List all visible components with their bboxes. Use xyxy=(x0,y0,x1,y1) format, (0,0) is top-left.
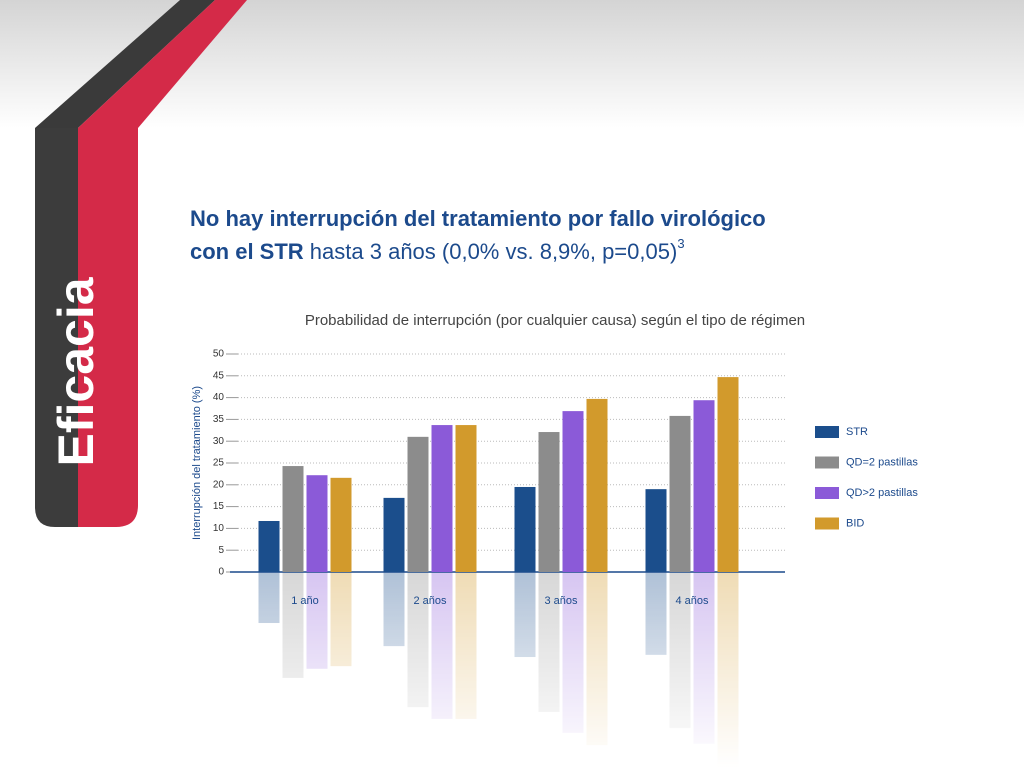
x-tick-label: 4 años xyxy=(675,595,709,607)
bar-reflection xyxy=(717,572,739,767)
y-tick-label: 35 xyxy=(213,414,225,425)
bar xyxy=(514,486,536,572)
bar xyxy=(383,497,405,572)
bar-reflection xyxy=(306,572,328,669)
bar-reflection xyxy=(258,572,280,624)
bar-reflection xyxy=(282,572,304,678)
y-tick-label: 0 xyxy=(218,567,224,578)
bar xyxy=(693,400,715,572)
x-tick-label: 2 años xyxy=(413,595,447,607)
y-tick-label: 45 xyxy=(213,370,225,381)
y-axis-label: Interrupción del tratamiento (%) xyxy=(191,386,203,540)
legend-swatch xyxy=(815,426,839,438)
ribbon-dark xyxy=(35,0,215,128)
bar xyxy=(717,377,739,572)
tab-dark xyxy=(35,128,78,527)
ribbon-red xyxy=(78,0,247,128)
bar-reflection xyxy=(455,572,477,719)
bar-reflection xyxy=(431,572,453,719)
legend-swatch xyxy=(815,517,839,530)
bar xyxy=(586,398,608,572)
headline-rest: hasta 3 años (0,0% vs. 8,9%, p=0,05) xyxy=(304,239,678,264)
headline: No hay interrupción del tratamiento por … xyxy=(190,206,766,231)
legend-label: QD>2 pastillas xyxy=(846,487,918,499)
bar-reflection xyxy=(407,572,429,708)
bar xyxy=(407,436,429,572)
bar xyxy=(306,475,328,572)
x-tick-label: 1 año xyxy=(291,595,319,607)
bar-reflection xyxy=(645,572,667,655)
bar-reflection xyxy=(586,572,608,746)
bar-reflection xyxy=(330,572,352,667)
headline-bold: con el STR xyxy=(190,239,304,264)
bar xyxy=(669,415,691,572)
legend-label: BID xyxy=(846,517,864,529)
bar-reflection xyxy=(693,572,715,744)
tab-red xyxy=(78,128,138,527)
headline-sup: 3 xyxy=(677,236,684,251)
y-tick-label: 15 xyxy=(213,501,225,512)
legend-swatch xyxy=(815,456,839,469)
legend-label: STR xyxy=(846,426,868,438)
side-label: Eficacia xyxy=(48,276,104,466)
bar-reflection xyxy=(562,572,584,733)
headline: con el STR hasta 3 años (0,0% vs. 8,9%, … xyxy=(190,236,685,263)
bar-reflection xyxy=(669,572,691,729)
y-tick-label: 25 xyxy=(213,458,225,469)
bar xyxy=(538,432,560,572)
legend-swatch xyxy=(815,487,839,499)
legend-label: QD=2 pastillas xyxy=(846,456,918,468)
chart-title: Probabilidad de interrupción (por cualqu… xyxy=(305,312,805,329)
y-tick-label: 5 xyxy=(218,545,224,556)
y-tick-label: 30 xyxy=(213,436,225,447)
y-tick-label: 10 xyxy=(213,523,225,534)
bar xyxy=(258,520,280,572)
bar xyxy=(645,489,667,572)
y-tick-label: 50 xyxy=(213,349,225,360)
y-tick-label: 40 xyxy=(213,392,225,403)
bar-reflection xyxy=(538,572,560,712)
bar xyxy=(562,411,584,572)
bar-reflection xyxy=(514,572,536,658)
bar xyxy=(431,425,453,572)
bar xyxy=(282,466,304,572)
y-tick-label: 20 xyxy=(213,479,225,490)
x-tick-label: 3 años xyxy=(544,595,578,607)
reflection xyxy=(258,572,739,767)
bar-reflection xyxy=(383,572,405,647)
bar xyxy=(455,425,477,572)
bar xyxy=(330,477,352,572)
